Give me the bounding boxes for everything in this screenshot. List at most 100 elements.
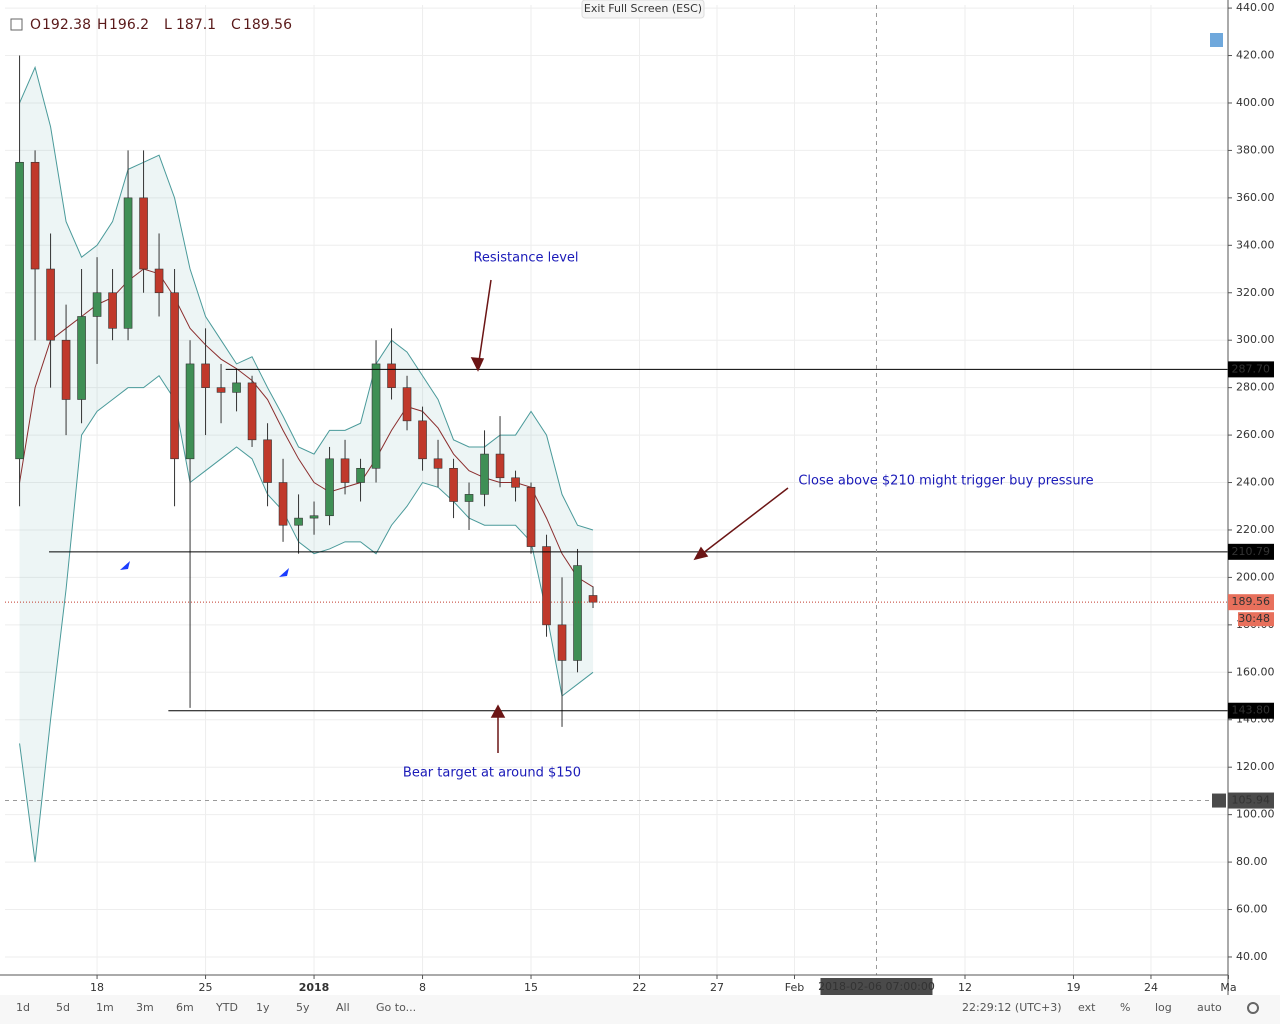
x-tick-label: 27 [710,981,724,994]
range-button[interactable]: 1y [256,1001,270,1014]
candle-body [402,387,412,422]
crosshair-price-tag [1228,792,1274,809]
crosshair-price-label: 105.94 [1232,794,1271,807]
range-button[interactable]: YTD [215,1001,238,1014]
clock: 22:29:12 (UTC+3) [962,1001,1062,1014]
range-button[interactable]: 3m [136,1001,154,1014]
y-tick-label: 280.00 [1236,381,1275,394]
crosshair-time-tag [820,978,933,995]
range-button[interactable]: Go to... [376,1001,416,1014]
band-line [19,375,594,863]
annotation-arrows [470,279,789,753]
y-tick-label: 420.00 [1236,49,1275,62]
y-tick-label: 40.00 [1236,950,1268,963]
candle-body [294,517,303,526]
candle-body [232,382,241,393]
scale-icon[interactable] [1210,33,1223,47]
candle-body [278,482,288,526]
y-tick-label: 260.00 [1236,428,1275,441]
annotation: Close above $210 might trigger buy press… [798,474,1093,489]
candle-body [61,339,71,400]
countdown-label: 30:48 [1238,612,1270,625]
price-tag [1228,702,1274,719]
price-tag-label: 210.79 [1232,545,1271,558]
y-tick-label: 360.00 [1236,191,1275,204]
y-tick-label: 220.00 [1236,523,1275,536]
candle-body [464,494,474,502]
x-tick-label: 2018 [299,981,330,994]
x-tick-label: 19 [1066,981,1080,994]
candle-body [371,363,381,469]
x-tick-label: 22 [633,981,647,994]
candle-body [108,292,117,329]
option-button[interactable]: % [1120,1001,1130,1014]
plot [5,5,1228,975]
countdown-tag [1238,612,1274,627]
price-tag [1228,543,1274,560]
exit-fullscreen-label[interactable]: Exit Full Screen (ESC) [584,2,702,15]
marker [279,568,289,577]
candle-body [77,316,86,400]
candle-body [216,387,226,393]
candle-body [154,268,164,294]
band-fill [19,67,594,863]
range-button[interactable]: 1m [96,1001,114,1014]
y-tick-label: 320.00 [1236,286,1275,299]
candle-body [123,197,133,329]
candle-body [92,292,102,317]
x-tick-label: 18 [90,981,104,994]
annotation: Resistance level [473,251,578,266]
candle-body [511,477,520,488]
y-tick-label: 400.00 [1236,96,1275,109]
y-tick-label: 380.00 [1236,143,1275,156]
x-tick-label: 12 [958,981,972,994]
ohlc-key: L [164,17,172,33]
settings-button[interactable] [1247,1002,1259,1014]
y-tick-label: 240.00 [1236,476,1275,489]
toolbar-items: 1d 5d 1m 3m 6m YTD 1y 5y All Go to... 22:29:12 (UT… [16,1001,1259,1014]
x-tick-label: 24 [1144,981,1158,994]
range-button[interactable]: 6m [176,1001,194,1014]
exit-fullscreen-button[interactable] [581,0,705,19]
range-button[interactable]: All [336,1001,350,1014]
ohlc-value: 189.56 [243,17,292,33]
candle-body [356,467,365,483]
y-tick-label: 160.00 [1236,665,1275,678]
range-button[interactable]: 5d [56,1001,70,1014]
range-button[interactable]: 1d [16,1001,30,1014]
y-tick-label: 300.00 [1236,333,1275,346]
y-tick-label: 80.00 [1236,855,1268,868]
marker [120,561,130,570]
candle-body [185,363,195,460]
option-button[interactable]: ext [1078,1001,1096,1014]
candle-body [573,565,582,661]
price-tag-label: 143.80 [1232,704,1271,717]
option-button[interactable]: auto [1197,1001,1222,1014]
x-tick-label: 15 [524,981,538,994]
candle-body [139,197,148,270]
blue-markers [120,561,289,577]
arrow [697,487,789,558]
candle-body [542,546,551,626]
y-tick-label: 60.00 [1236,903,1268,916]
y-tick-label: 100.00 [1236,808,1275,821]
arrow [477,279,492,369]
ohlc-key: H [97,17,108,33]
candle-body [263,439,272,483]
range-button[interactable]: 5y [296,1001,310,1014]
candle-body [526,486,536,547]
y-tick-label: 440.00 [1236,1,1275,14]
price-tag-label: 189.56 [1232,595,1271,608]
candle-body [557,624,567,661]
ohlc-header: O 192.38 H 196.2 L 187.1 C 189.56 [30,17,292,33]
candle-body [340,458,350,483]
candle-body [325,458,334,517]
candle-body [495,453,505,479]
candle-body [247,382,257,441]
y-tick-label: 200.00 [1236,570,1275,583]
expand-icon[interactable] [10,18,23,31]
crosshair-time-label: 2018-02-06 07:00:00 [818,980,935,993]
band-line [19,65,594,531]
candle-body [387,363,396,388]
option-button[interactable]: log [1155,1001,1172,1014]
